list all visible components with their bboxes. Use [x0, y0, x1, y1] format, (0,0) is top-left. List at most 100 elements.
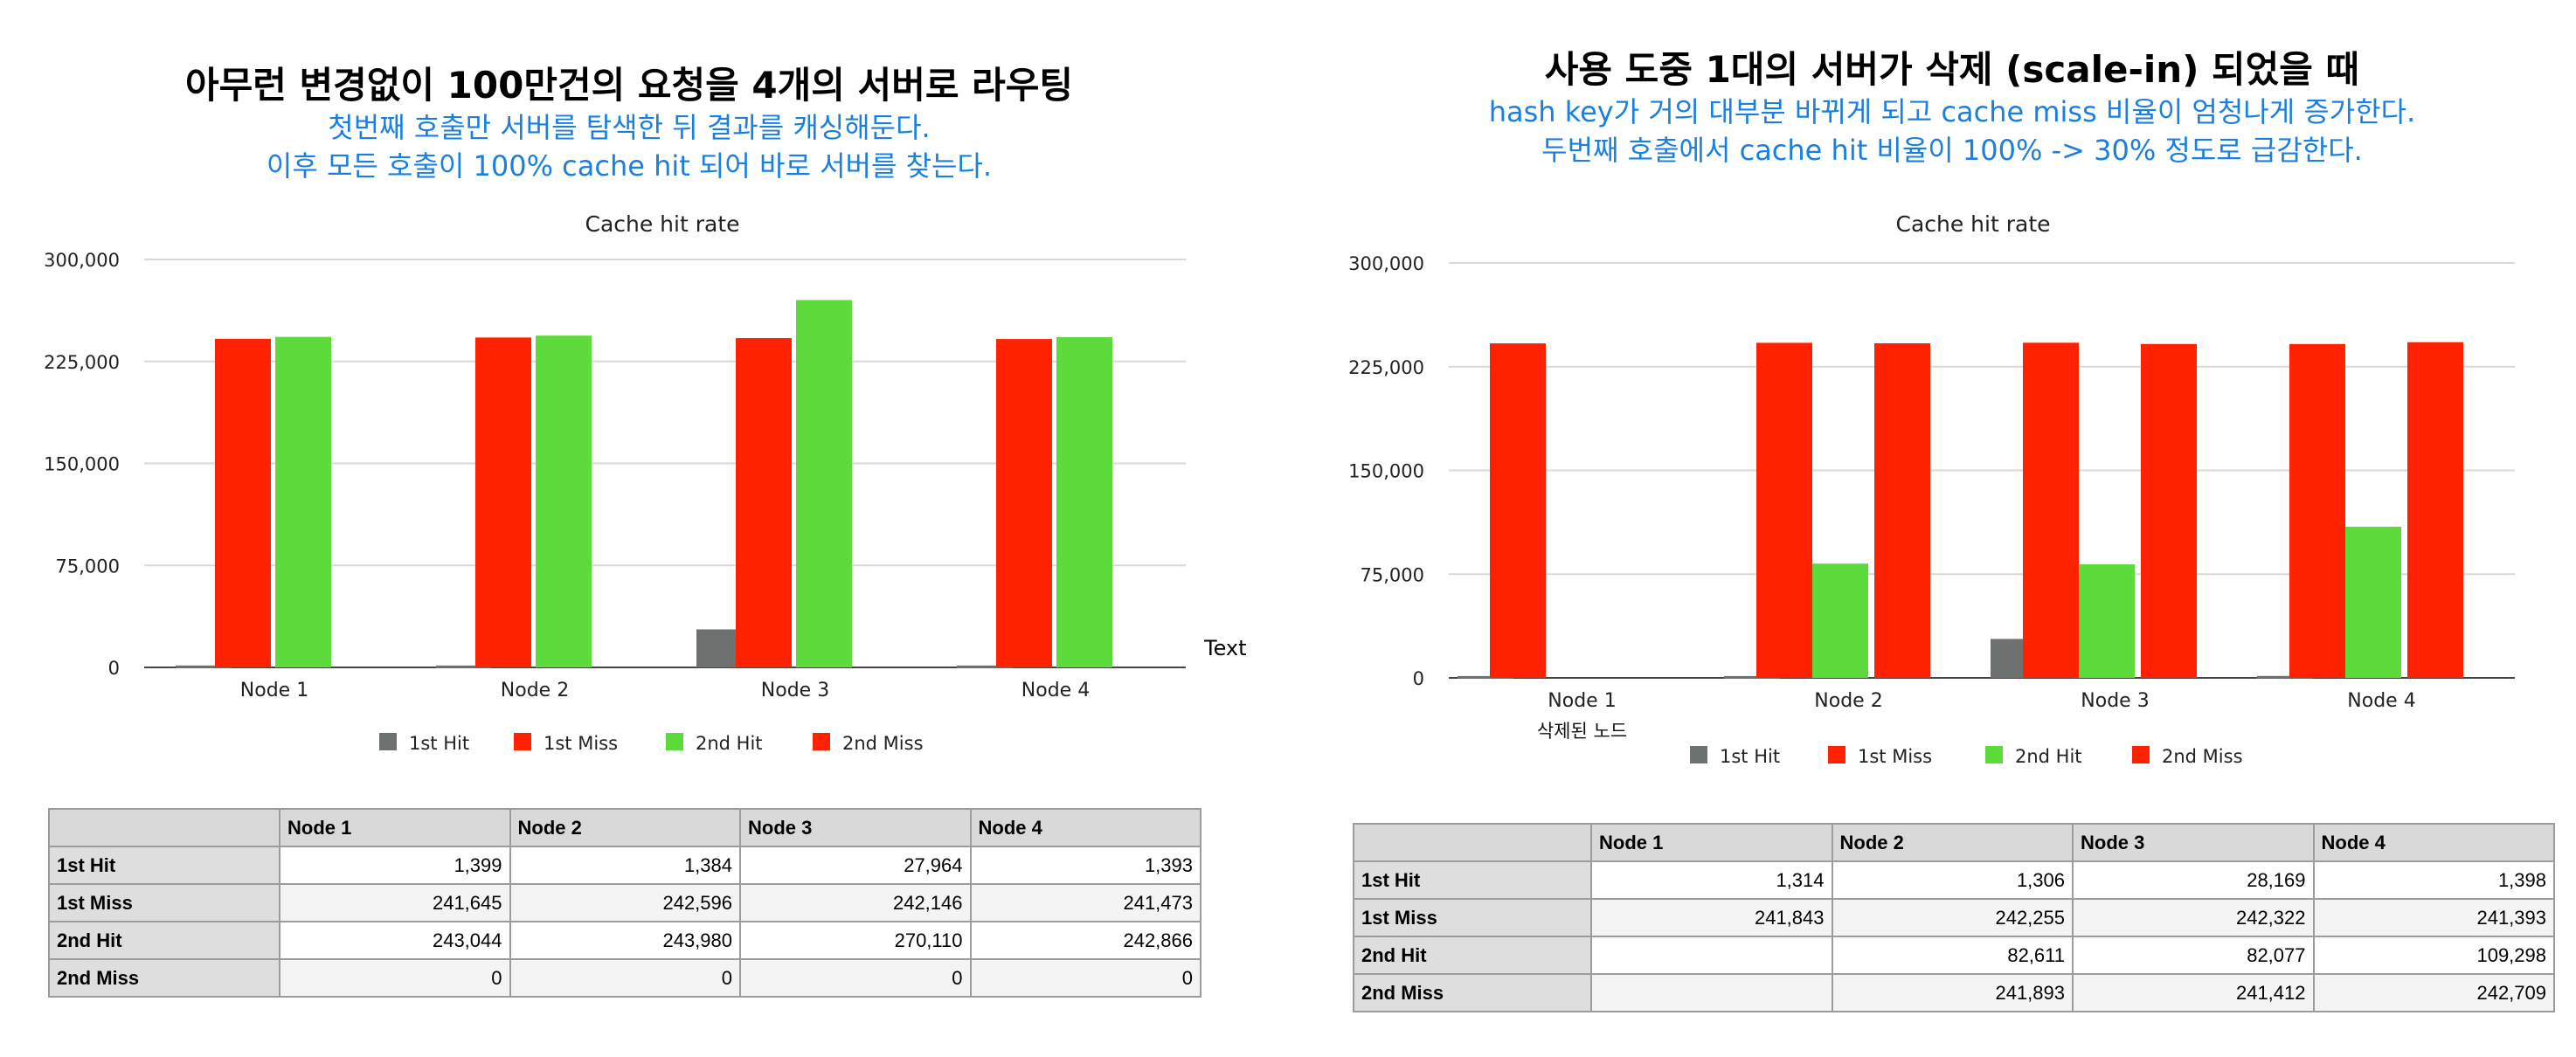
right-table-column-header: Node 4 — [2312, 823, 2555, 862]
right-table-cell — [1590, 973, 1833, 1012]
left-table-cell: 270,110 — [739, 921, 972, 960]
left-y-tick-label: 150,000 — [44, 454, 120, 475]
right-table-cell: 241,412 — [2072, 973, 2315, 1012]
right-y-tick-label: 150,000 — [1348, 461, 1424, 482]
left-legend-label-1st-hit: 1st Hit — [409, 733, 469, 754]
right-bar-node-4-2nd-hit — [2345, 526, 2401, 678]
right-table-cell: 241,893 — [1831, 973, 2074, 1012]
left-panel: 아무런 변경없이 100만건의 요청을 4개의 서버로 라우팅 첫번째 호출만 … — [0, 0, 1258, 1057]
left-table-row-header: 2nd Miss — [48, 958, 280, 998]
left-table-cell: 242,866 — [969, 921, 1201, 960]
left-table-row: 1st Miss 241,645 242,596 242,146 241,473 — [48, 883, 1201, 922]
left-x-tick-label: Node 4 — [1021, 680, 1090, 701]
right-bar-node-1-1st-miss — [1490, 343, 1546, 678]
left-legend-label-1st-miss: 1st Miss — [544, 733, 618, 754]
right-table-cell: 109,298 — [2312, 936, 2555, 975]
left-table-cell: 0 — [509, 958, 741, 998]
left-bar-node-1-1st-hit — [176, 665, 232, 668]
right-legend-label-2nd-miss: 2nd Miss — [2162, 746, 2243, 767]
left-legend-swatch-2nd-hit — [666, 733, 683, 750]
right-y-tick-label: 0 — [1413, 668, 1424, 689]
right-table-cell: 1,306 — [1831, 860, 2074, 900]
left-table-row: 2nd Miss 0 0 0 0 — [48, 958, 1201, 998]
right-table-cell: 241,843 — [1590, 898, 1833, 937]
left-table-column-header: Node 1 — [279, 808, 511, 847]
right-table-cell: 242,709 — [2312, 973, 2555, 1012]
right-table-cell: 28,169 — [2072, 860, 2315, 900]
left-legend-swatch-1st-miss — [514, 733, 531, 750]
right-table-row: 1st Miss 241,843 242,255 242,322 241,393 — [1353, 898, 2555, 937]
left-bar-node-4-1st-miss — [996, 339, 1052, 667]
left-stray-text-label: Text — [1204, 636, 1247, 660]
left-table-column-header: Node 2 — [509, 808, 741, 847]
right-y-tick-label: 75,000 — [1361, 564, 1424, 585]
left-table-column-header: Node 4 — [969, 808, 1201, 847]
left-bar-node-1-2nd-hit — [275, 336, 331, 667]
left-table-cell: 243,980 — [509, 921, 741, 960]
right-table-row: 2nd Miss 241,893 241,412 242,709 — [1353, 973, 2555, 1012]
left-table-cell: 1,399 — [279, 846, 511, 885]
left-table-cell: 241,645 — [279, 883, 511, 922]
right-table-cell: 242,255 — [1831, 898, 2074, 937]
right-bar-node-3-2nd-hit — [2079, 564, 2135, 678]
right-y-tick-label: 300,000 — [1348, 253, 1424, 274]
left-table-cell: 243,044 — [279, 921, 511, 960]
left-table-cell: 1,384 — [509, 846, 741, 885]
right-table-row: 2nd Hit 82,611 82,077 109,298 — [1353, 936, 2555, 975]
left-legend-label-2nd-hit: 2nd Hit — [696, 733, 763, 754]
left-table-cell: 1,393 — [969, 846, 1201, 885]
left-table-row-header: 2nd Hit — [48, 921, 280, 960]
right-table-cell: 82,077 — [2072, 936, 2315, 975]
right-legend-swatch-2nd-hit — [1985, 746, 2003, 763]
right-title-block: 사용 도중 1대의 서버가 삭제 (scale-in) 되었을 때 hash k… — [1328, 47, 2576, 169]
right-legend-swatch-1st-hit — [1690, 746, 1707, 763]
right-x-tick-label: Node 4 — [2347, 690, 2415, 712]
right-y-tick-label: 225,000 — [1348, 357, 1424, 378]
left-x-tick-label: Node 3 — [761, 680, 829, 701]
right-table-row: 1st Hit 1,314 1,306 28,169 1,398 — [1353, 860, 2555, 900]
left-table-cell: 242,596 — [509, 883, 741, 922]
right-table-cell: 241,393 — [2312, 898, 2555, 937]
left-y-tick-label: 225,000 — [44, 352, 120, 373]
left-table-row: 2nd Hit 243,044 243,980 270,110 242,866 — [48, 921, 1201, 960]
left-table-row-header: 1st Miss — [48, 883, 280, 922]
left-legend-swatch-1st-hit — [379, 733, 397, 750]
right-bar-node-2-1st-hit — [1724, 675, 1780, 679]
left-table-cell: 242,146 — [739, 883, 972, 922]
right-table-column-header: Node 3 — [2072, 823, 2315, 862]
right-panel: 사용 도중 1대의 서버가 삭제 (scale-in) 되었을 때 hash k… — [1328, 0, 2576, 1057]
right-deleted-node-note: 삭제된 노드 — [1537, 721, 1627, 742]
right-legend-label-1st-miss: 1st Miss — [1858, 746, 1932, 767]
right-table-column-header: Node 2 — [1831, 823, 2074, 862]
right-legend-swatch-1st-miss — [1828, 746, 1845, 763]
right-table-column-header: Node 1 — [1590, 823, 1833, 862]
left-title: 아무런 변경없이 100만건의 요청을 4개의 서버로 라우팅 — [184, 64, 1074, 107]
left-bar-node-2-1st-hit — [436, 665, 492, 668]
right-bar-node-3-2nd-miss — [2141, 343, 2197, 678]
right-chart: Cache hit rate 0 75,000 150,000 225,000 300,0… — [1348, 211, 2515, 767]
right-table-row-header: 2nd Hit — [1353, 936, 1592, 975]
right-bar-node-4-1st-miss — [2289, 343, 2345, 678]
left-x-tick-label: Node 1 — [240, 680, 308, 701]
left-bar-node-2-2nd-hit — [536, 335, 592, 667]
left-table-row-header: 1st Hit — [48, 846, 280, 885]
left-table-column-header: Node 3 — [739, 808, 972, 847]
right-table-cell: 1,314 — [1590, 860, 1833, 900]
right-bar-node-2-2nd-miss — [1874, 343, 1930, 678]
right-x-tick-label: Node 1 — [1548, 690, 1616, 712]
right-table-row-header: 2nd Miss — [1353, 973, 1592, 1012]
right-bar-node-2-1st-miss — [1756, 342, 1812, 678]
right-data-table: Node 1 Node 2 Node 3 Node 4 1st Hit 1,314 1,30… — [1353, 823, 2555, 1012]
left-legend-swatch-2nd-miss — [813, 733, 830, 750]
left-table-cell: 27,964 — [739, 846, 972, 885]
left-table-cell: 0 — [279, 958, 511, 998]
left-bar-node-1-1st-miss — [215, 338, 271, 667]
left-table-cell: 0 — [969, 958, 1201, 998]
right-bar-node-1-1st-hit — [1458, 675, 1513, 679]
right-x-tick-label: Node 2 — [1814, 690, 1882, 712]
right-table-cell: 1,398 — [2312, 860, 2555, 900]
left-bar-node-4-2nd-hit — [1056, 336, 1112, 667]
left-y-tick-label: 300,000 — [44, 250, 120, 271]
left-title-block: 아무런 변경없이 100만건의 요청을 4개의 서버로 라우팅 첫번째 호출만 … — [0, 63, 1258, 185]
left-table-cell: 241,473 — [969, 883, 1201, 922]
